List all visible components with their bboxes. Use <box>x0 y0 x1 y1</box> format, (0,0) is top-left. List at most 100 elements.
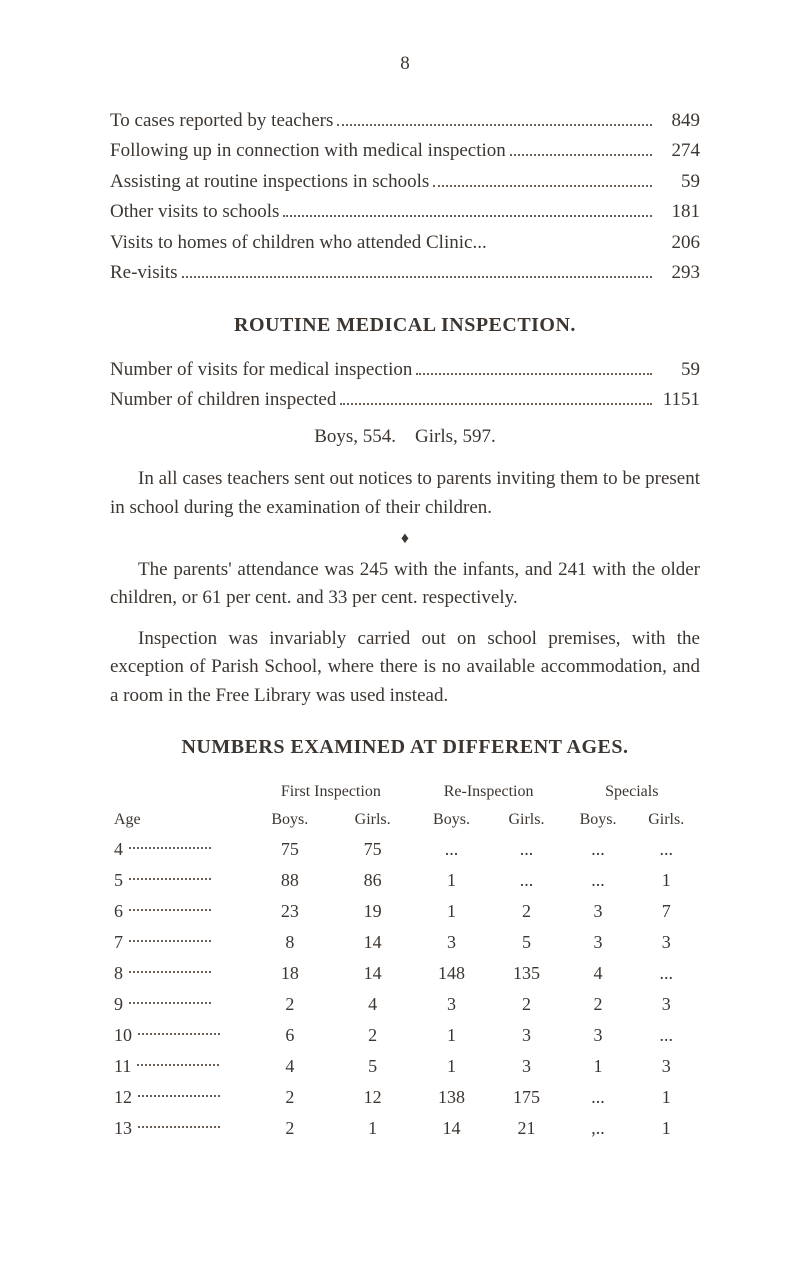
table-cell: 88 <box>248 865 332 896</box>
table-cell: 75 <box>248 834 332 865</box>
table-cell: 6 <box>248 1020 332 1051</box>
dot-leader <box>129 971 211 973</box>
table-cell: 75 <box>332 834 414 865</box>
table-row: 623191237 <box>110 896 700 927</box>
table-row: 78143533 <box>110 927 700 958</box>
stats-label: Assisting at routine inspections in scho… <box>110 168 429 197</box>
age-cell: 4 <box>110 834 248 865</box>
age-cell: 5 <box>110 865 248 896</box>
stats-row: Other visits to schools181 <box>110 198 700 227</box>
dot-leader <box>129 909 211 911</box>
table-cell: 138 <box>414 1082 490 1113</box>
age-cell: 6 <box>110 896 248 927</box>
stats-value: 849 <box>658 107 700 136</box>
stats-label: To cases reported by teachers <box>110 107 333 136</box>
stats-row: Re-visits293 <box>110 259 700 288</box>
ages-table: First InspectionRe-InspectionSpecials Age… <box>110 778 700 1144</box>
age-number: 11 <box>114 1056 131 1076</box>
stats-value: 59 <box>658 356 700 385</box>
table-cell: 3 <box>564 896 633 927</box>
table-cell: 14 <box>332 927 414 958</box>
stats-row: Number of children inspected 1151 <box>110 386 700 415</box>
heading-numbers: NUMBERS EXAMINED AT DIFFERENT AGES. <box>110 732 700 762</box>
dot-leader <box>138 1033 220 1035</box>
table-header-group: Specials <box>564 778 700 806</box>
table-header-sub: Girls. <box>332 806 414 834</box>
table-header-sub: Boys. <box>414 806 490 834</box>
table-row: 1062133... <box>110 1020 700 1051</box>
table-cell: 3 <box>564 927 633 958</box>
stats-label: Number of children inspected <box>110 386 336 415</box>
age-cell: 13 <box>110 1113 248 1144</box>
table-cell: 3 <box>632 989 700 1020</box>
table-cell: 3 <box>489 1051 563 1082</box>
table-header-group: Re-Inspection <box>414 778 564 806</box>
table-cell: 3 <box>632 927 700 958</box>
age-number: 6 <box>114 901 123 921</box>
table-header-age: Age <box>110 806 248 834</box>
dot-leader <box>510 142 652 156</box>
table-cell: ... <box>564 834 633 865</box>
table-header-sub: Boys. <box>564 806 633 834</box>
dot-leader <box>129 847 211 849</box>
table-cell: 1 <box>632 865 700 896</box>
age-cell: 12 <box>110 1082 248 1113</box>
stats-value: 1151 <box>658 386 700 415</box>
stats-label: Number of visits for medical inspection <box>110 356 412 385</box>
table-cell: 7 <box>632 896 700 927</box>
table-cell: 5 <box>489 927 563 958</box>
table-header-blank <box>110 778 248 806</box>
dot-leader <box>283 203 652 217</box>
table-cell: 2 <box>248 989 332 1020</box>
table-cell: ,.. <box>564 1113 633 1144</box>
table-cell: 2 <box>248 1082 332 1113</box>
table-cell: 148 <box>414 958 490 989</box>
table-cell: 1 <box>632 1082 700 1113</box>
table-cell: 3 <box>414 989 490 1020</box>
table-cell: 4 <box>564 958 633 989</box>
table-cell: 2 <box>564 989 633 1020</box>
dot-leader <box>340 391 652 405</box>
table-cell: 23 <box>248 896 332 927</box>
table-cell: 14 <box>332 958 414 989</box>
stats-block-1: To cases reported by teachers849Followin… <box>110 107 700 288</box>
age-number: 13 <box>114 1118 132 1138</box>
table-cell: 8 <box>248 927 332 958</box>
table-cell: 3 <box>489 1020 563 1051</box>
table-row: 13211421,..1 <box>110 1113 700 1144</box>
age-cell: 10 <box>110 1020 248 1051</box>
paragraph-1: In all cases teachers sent out notices t… <box>110 465 700 522</box>
table-cell: 1 <box>414 1051 490 1082</box>
stats-row: Number of visits for medical inspection 5… <box>110 356 700 385</box>
table-cell: 3 <box>564 1020 633 1051</box>
stats-row: Visits to homes of children who attended… <box>110 229 700 258</box>
table-row: 818141481354... <box>110 958 700 989</box>
table-cell: 2 <box>332 1020 414 1051</box>
table-cell: 14 <box>414 1113 490 1144</box>
table-cell: ... <box>632 958 700 989</box>
age-number: 10 <box>114 1025 132 1045</box>
stats-value: 181 <box>658 198 700 227</box>
table-row: 12212138175...1 <box>110 1082 700 1113</box>
table-cell: 3 <box>632 1051 700 1082</box>
table-cell: 5 <box>332 1051 414 1082</box>
table-cell: 21 <box>489 1113 563 1144</box>
table-row: 11451313 <box>110 1051 700 1082</box>
table-header-sub: Girls. <box>632 806 700 834</box>
table-cell: 4 <box>248 1051 332 1082</box>
table-cell: 12 <box>332 1082 414 1113</box>
stats-label: Re-visits <box>110 259 178 288</box>
table-cell: 2 <box>248 1113 332 1144</box>
table-cell: 3 <box>414 927 490 958</box>
table-header-sub: Boys. <box>248 806 332 834</box>
table-cell: ... <box>564 865 633 896</box>
paragraph-3: Inspection was invariably carried out on… <box>110 625 700 711</box>
table-cell: ... <box>489 834 563 865</box>
table-header-group: First Inspection <box>248 778 414 806</box>
dot-leader <box>129 1002 211 1004</box>
table-row: 47575............ <box>110 834 700 865</box>
age-cell: 9 <box>110 989 248 1020</box>
table-cell: 1 <box>632 1113 700 1144</box>
table-cell: 86 <box>332 865 414 896</box>
stats-value: 206 <box>658 229 700 258</box>
